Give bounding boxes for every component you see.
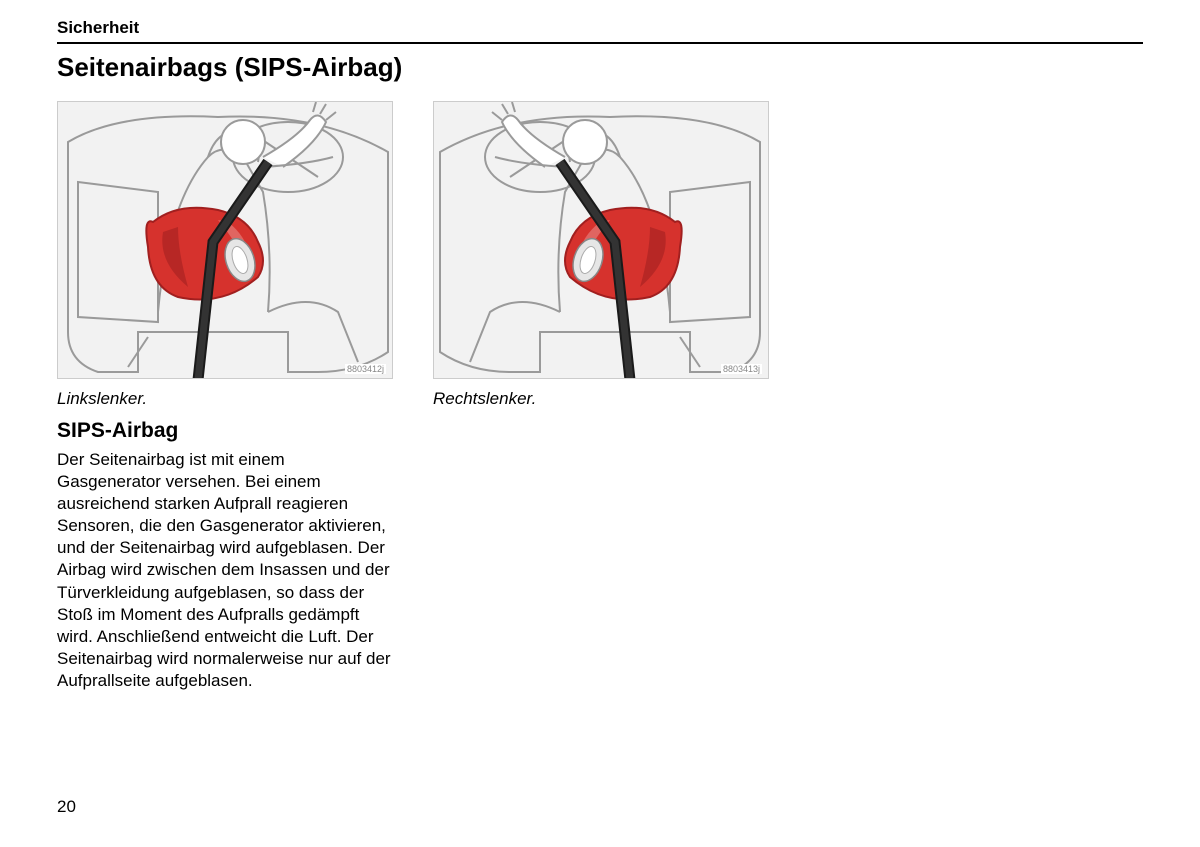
subheading: SIPS-Airbag: [57, 419, 393, 443]
section-header: Sicherheit: [57, 18, 1143, 38]
airbag-right-illustration: [434, 102, 769, 379]
airbag-left-illustration: [58, 102, 393, 379]
figure-left-code: 8803412j: [345, 364, 386, 374]
content-columns: 8803412j Linkslenker. SIPS-Airbag Der Se…: [57, 101, 1143, 692]
column-left: 8803412j Linkslenker. SIPS-Airbag Der Se…: [57, 101, 393, 692]
header-rule: [57, 42, 1143, 44]
figure-right-caption: Rechtslenker.: [433, 389, 769, 409]
figure-left-caption: Linkslenker.: [57, 389, 393, 409]
column-right: 8803413j Rechtslenker.: [433, 101, 769, 692]
figure-right: 8803413j: [433, 101, 769, 379]
figure-right-code: 8803413j: [721, 364, 762, 374]
page-title: Seitenairbags (SIPS-Airbag): [57, 52, 1143, 83]
body-paragraph: Der Seitenairbag ist mit einem Gasgenera…: [57, 449, 393, 692]
figure-left: 8803412j: [57, 101, 393, 379]
page-number: 20: [57, 797, 76, 817]
